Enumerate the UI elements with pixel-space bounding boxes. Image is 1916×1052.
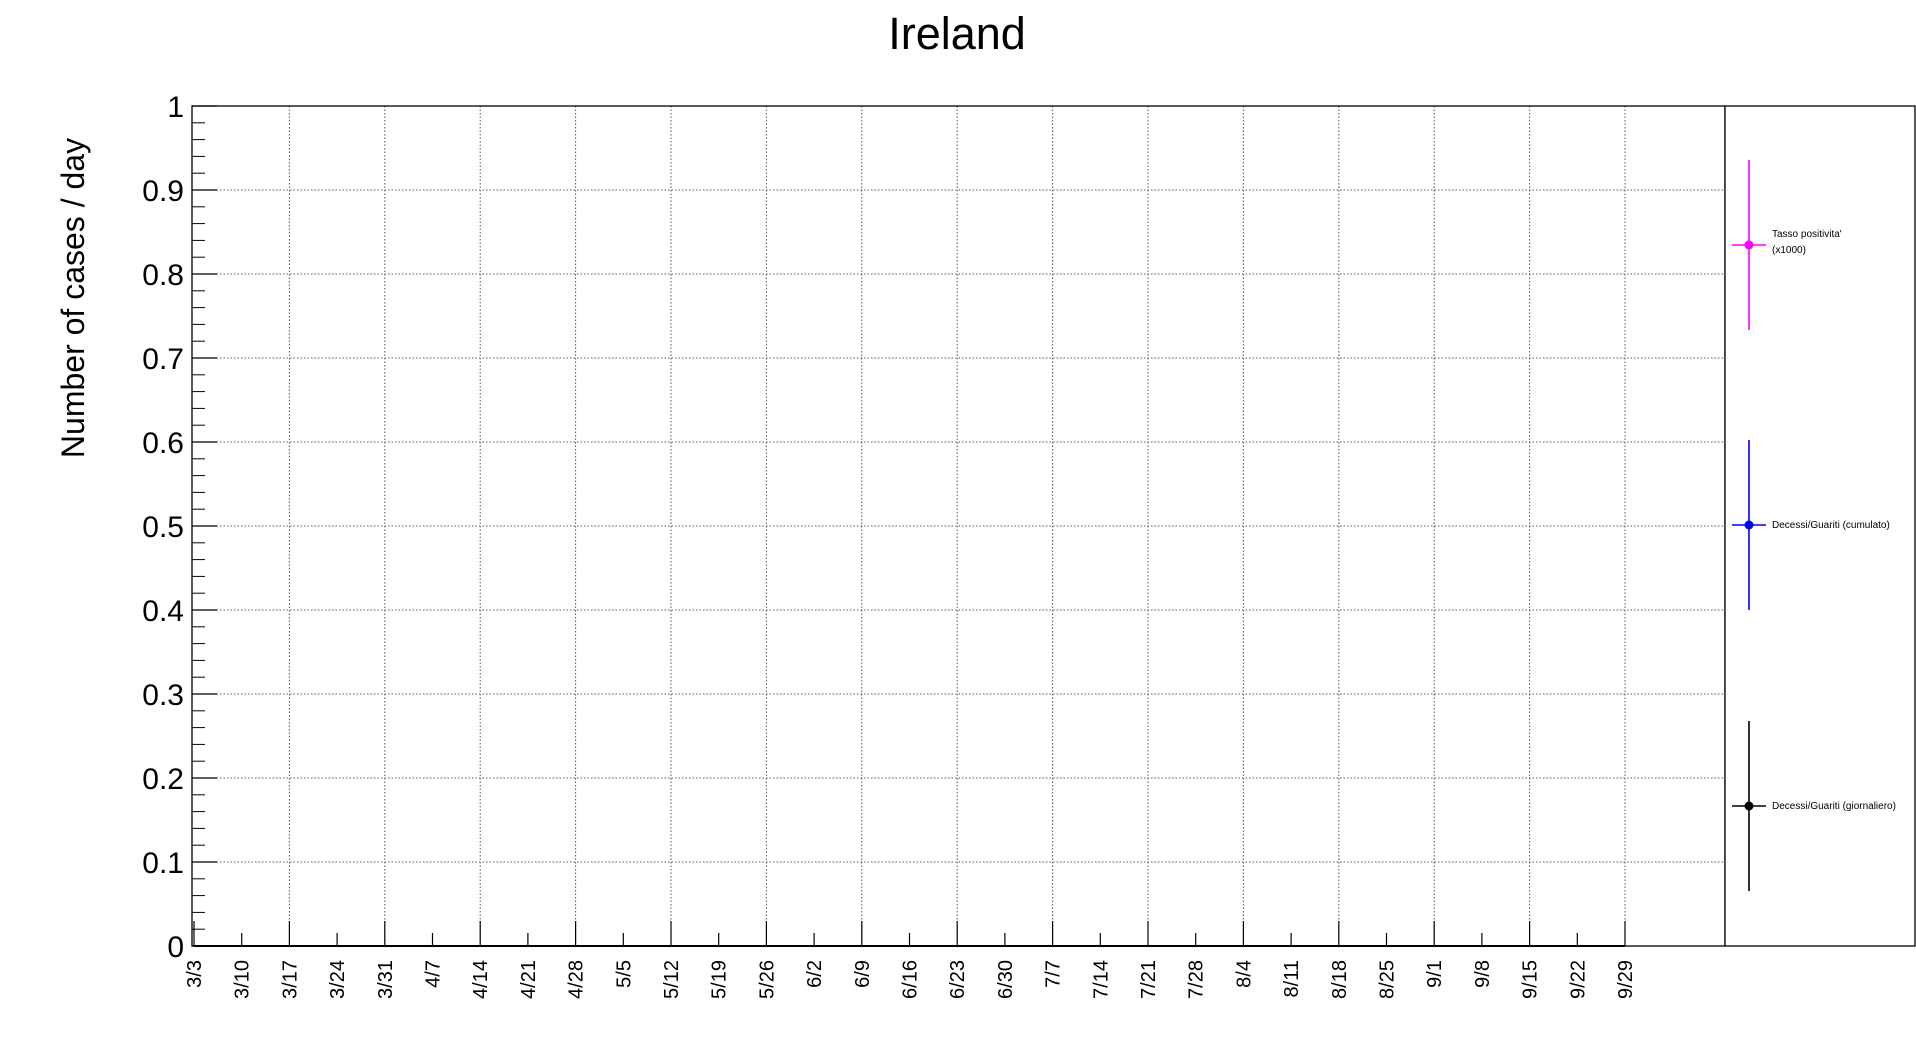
legend-marker-dot <box>1744 520 1754 530</box>
chart-title: Ireland <box>888 8 1026 59</box>
x-tick-label: 9/8 <box>1472 960 1494 988</box>
y-tick-label: 0.4 <box>142 595 184 628</box>
legend-label: Decessi/Guariti (cumulato) <box>1772 520 1890 531</box>
y-tick-label: 0.3 <box>142 679 184 712</box>
y-axis-label: Number of cases / day <box>55 138 91 458</box>
x-tick-label: 5/26 <box>756 960 778 999</box>
y-tick-label: 0.5 <box>142 511 184 544</box>
x-tick-label: 8/4 <box>1233 960 1255 988</box>
y-tick-labels: 0 0.1 0.2 0.3 0.4 0.5 0.6 0.7 0.8 0.9 1 <box>142 91 184 964</box>
x-tick-label: 9/1 <box>1424 960 1446 988</box>
x-tick-label: 5/5 <box>613 960 635 988</box>
x-tick-label: 3/10 <box>232 960 254 999</box>
x-tick-label: 7/21 <box>1138 960 1160 999</box>
y-tick-label: 0.6 <box>142 427 184 460</box>
legend-label: Tasso positivita' <box>1772 229 1842 240</box>
x-tick-label: 7/28 <box>1186 960 1208 999</box>
x-tick-label: 8/11 <box>1281 960 1303 997</box>
x-tick-label: 5/19 <box>709 960 731 999</box>
legend-label-line2: (x1000) <box>1772 245 1806 256</box>
grid <box>192 106 1725 946</box>
legend-marker-dot <box>1744 801 1754 811</box>
x-tick-label: 4/7 <box>423 960 445 988</box>
y-tick-label: 0.8 <box>142 259 184 292</box>
x-tick-label: 6/30 <box>995 960 1017 999</box>
x-tick-label: 9/15 <box>1520 960 1542 999</box>
x-tick-label: 6/2 <box>804 960 826 988</box>
legend-label: Decessi/Guariti (giornaliero) <box>1772 801 1896 812</box>
legend-entries: Tasso positivita' (x1000) Decessi/Guariti … <box>1732 160 1896 891</box>
y-tick-label: 0 <box>167 931 184 964</box>
x-tick-label: 4/21 <box>518 960 540 999</box>
x-tick-label: 4/14 <box>470 960 492 999</box>
y-tick-label: 0.9 <box>142 175 184 208</box>
x-tick-label: 3/31 <box>375 960 397 999</box>
y-tick-label: 1 <box>167 91 184 124</box>
x-tick-label: 6/23 <box>947 960 969 999</box>
x-tick-label: 9/22 <box>1567 960 1589 999</box>
x-tick-label: 4/28 <box>566 960 588 999</box>
x-tick-label: 7/14 <box>1090 960 1112 999</box>
y-tick-label: 0.2 <box>142 763 184 796</box>
x-tick-label: 9/29 <box>1615 960 1637 999</box>
x-tick-label: 6/16 <box>900 960 922 999</box>
legend-marker-dot <box>1744 240 1754 250</box>
x-tick-label: 7/7 <box>1043 960 1065 988</box>
x-tick-label: 8/18 <box>1329 960 1351 999</box>
x-tick-labels: 3/3 3/10 3/17 3/24 3/31 4/7 4/14 4/21 4/28 5/5 5/1… <box>184 960 1637 999</box>
x-tick-label: 3/24 <box>327 960 349 999</box>
x-tick-label: 8/25 <box>1377 960 1399 999</box>
y-tick-label: 0.1 <box>142 847 184 880</box>
x-tick-label: 3/3 <box>184 960 206 988</box>
x-tick-label: 3/17 <box>279 960 301 999</box>
y-tick-label: 0.7 <box>142 343 184 376</box>
x-tick-label: 6/9 <box>852 960 874 988</box>
x-tick-label: 5/12 <box>661 960 683 999</box>
